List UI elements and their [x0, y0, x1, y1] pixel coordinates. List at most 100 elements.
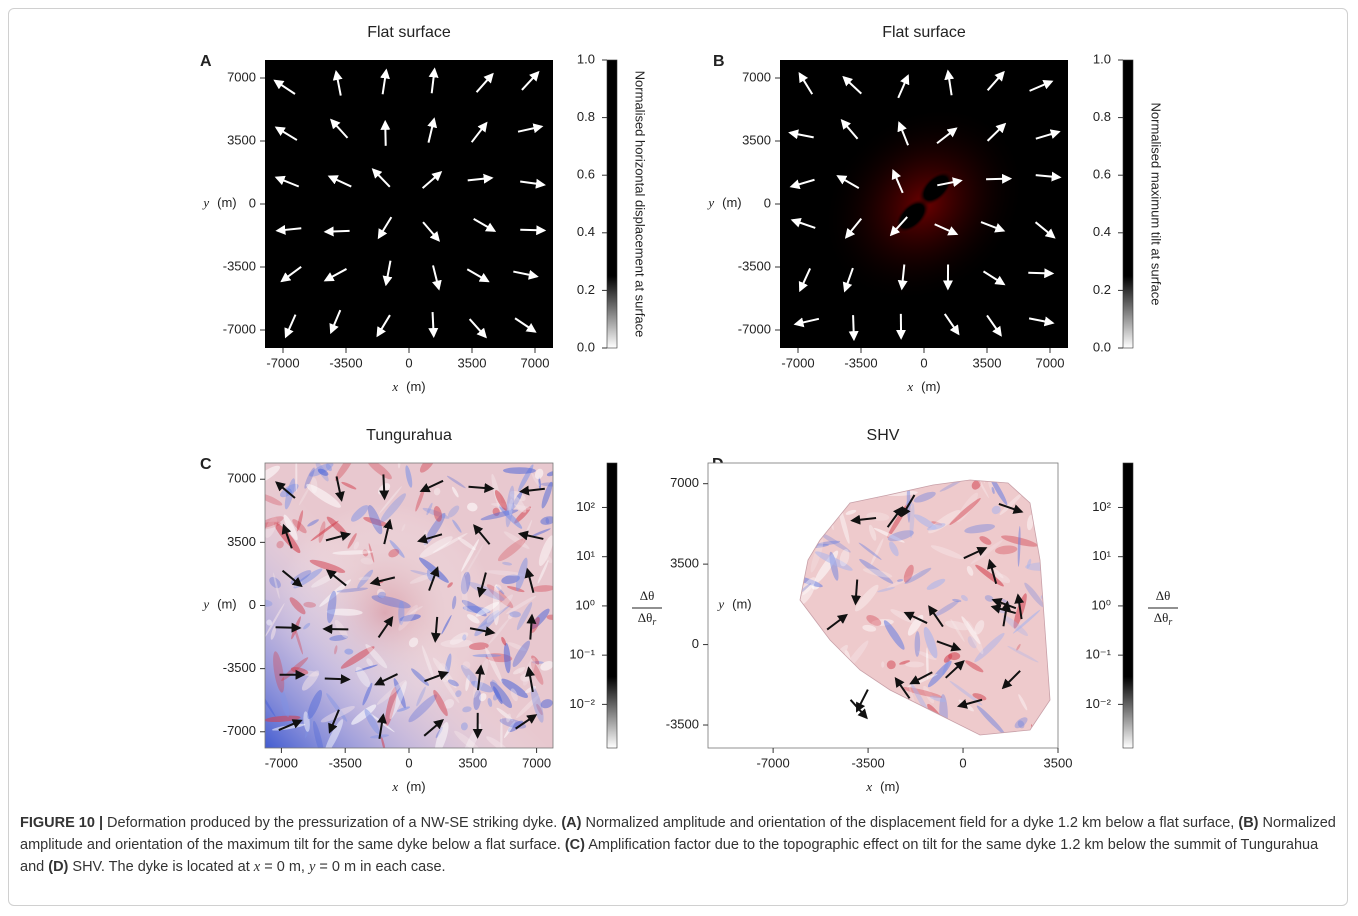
arrow: [851, 579, 862, 606]
arrow: [897, 264, 908, 291]
field-map: [265, 60, 553, 348]
y-tick-label: 3500: [227, 132, 256, 147]
arrow: [329, 309, 342, 335]
arrow: [848, 315, 859, 342]
caption-text: = 0 m,: [260, 859, 309, 875]
topography-texture: [525, 686, 537, 694]
topography-texture: [966, 566, 974, 576]
panel-letter: C: [200, 456, 212, 473]
topography-texture: [530, 616, 540, 634]
arrow: [284, 314, 297, 339]
y-tick-label: 0: [249, 597, 256, 612]
x-axis-unit: (m): [921, 379, 941, 394]
topography-texture: [433, 689, 448, 717]
topography-texture: [518, 668, 525, 675]
arrow: [1028, 316, 1055, 327]
topography-texture: [304, 715, 314, 739]
topography-texture: [546, 614, 553, 620]
topography-texture: [930, 545, 964, 560]
topography-texture: [495, 586, 505, 595]
topography-texture: [870, 538, 884, 567]
topography-texture: [326, 608, 363, 616]
topography-texture: [859, 558, 894, 584]
topography-texture: [926, 578, 946, 590]
arrow: [986, 173, 1013, 184]
topography-texture: [439, 674, 460, 704]
x-axis-variable: x: [906, 379, 913, 394]
arrow: [798, 268, 812, 293]
topography-texture: [502, 467, 536, 474]
topography-texture: [1018, 694, 1028, 711]
topography-texture: [531, 661, 544, 664]
topography-texture: [800, 584, 815, 606]
arrow: [889, 216, 908, 237]
topography-texture: [426, 502, 433, 516]
topography-texture: [301, 670, 320, 691]
topography-texture: [509, 493, 527, 513]
topography-texture: [964, 524, 996, 534]
topography-texture: [509, 611, 521, 618]
topography-texture: [889, 541, 899, 557]
arrow: [275, 224, 302, 235]
colorbar-tick-label: 10⁰: [1091, 597, 1111, 612]
topography-texture: [531, 585, 553, 592]
topography-texture: [995, 545, 1018, 555]
caption-text: = 0 m in each case.: [315, 859, 446, 875]
topography-texture: [411, 668, 430, 686]
y-axis-variable: y: [201, 596, 209, 611]
topography-texture: [318, 521, 326, 543]
topography-texture: [357, 569, 374, 589]
colorbar: [606, 59, 618, 349]
arrow: [934, 223, 959, 236]
topography-texture: [944, 620, 970, 631]
topography-texture: [491, 679, 498, 685]
colorbar-tick-label: 0.2: [1093, 282, 1111, 297]
topography-texture: [886, 571, 922, 589]
y-axis-variable: y: [201, 195, 209, 210]
caption-text: y: [308, 859, 316, 875]
topography-texture: [469, 642, 489, 651]
topography-texture: [393, 678, 406, 709]
topography-texture: [507, 585, 525, 593]
topography-texture: [405, 465, 413, 488]
x-tick-label: 7000: [521, 355, 550, 370]
topography-texture: [462, 661, 471, 669]
topography-texture: [1016, 643, 1021, 651]
panel-letter: A: [200, 53, 212, 70]
arrow: [928, 605, 944, 628]
x-axis-unit: (m): [406, 379, 426, 394]
topography-texture: [904, 567, 932, 585]
topography-texture: [388, 548, 400, 558]
arrow: [1035, 171, 1062, 182]
colorbar-label-numerator: Δθ: [1156, 588, 1171, 603]
topography-texture: [971, 480, 981, 490]
topography-texture: [868, 524, 877, 541]
topography-texture: [961, 616, 981, 645]
arrow: [844, 218, 863, 239]
colorbar-tick-label: 0.8: [1093, 109, 1111, 124]
topography-texture: [447, 505, 460, 518]
arrow: [987, 558, 998, 585]
topography-texture: [991, 505, 1001, 515]
colorbar-tick-label: 0.4: [1093, 224, 1111, 239]
topography-texture: [943, 654, 953, 663]
topography-texture: [334, 645, 338, 655]
topography-texture: [340, 646, 375, 669]
topography-texture: [531, 655, 540, 665]
topography-texture: [344, 648, 354, 655]
arrow: [1001, 670, 1021, 690]
arrow: [430, 616, 441, 643]
topography-texture: [974, 620, 985, 635]
colorbar-tick-label: 10⁻²: [569, 696, 595, 711]
topography-texture: [265, 715, 301, 723]
topography-texture: [325, 463, 332, 472]
arrow: [1034, 221, 1056, 239]
caption-text: (A): [561, 815, 582, 831]
topography-texture: [452, 519, 462, 533]
topography-texture: [324, 719, 344, 748]
caption: FIGURE 10 | Deformation produced by the …: [20, 812, 1338, 878]
figure: Flat surface A -7000 -3500 0 3500 7000 -7000 -35…: [200, 24, 1178, 794]
topography-texture: [335, 463, 356, 481]
displacement-lobe: [267, 134, 483, 342]
topography-texture: [531, 473, 540, 487]
